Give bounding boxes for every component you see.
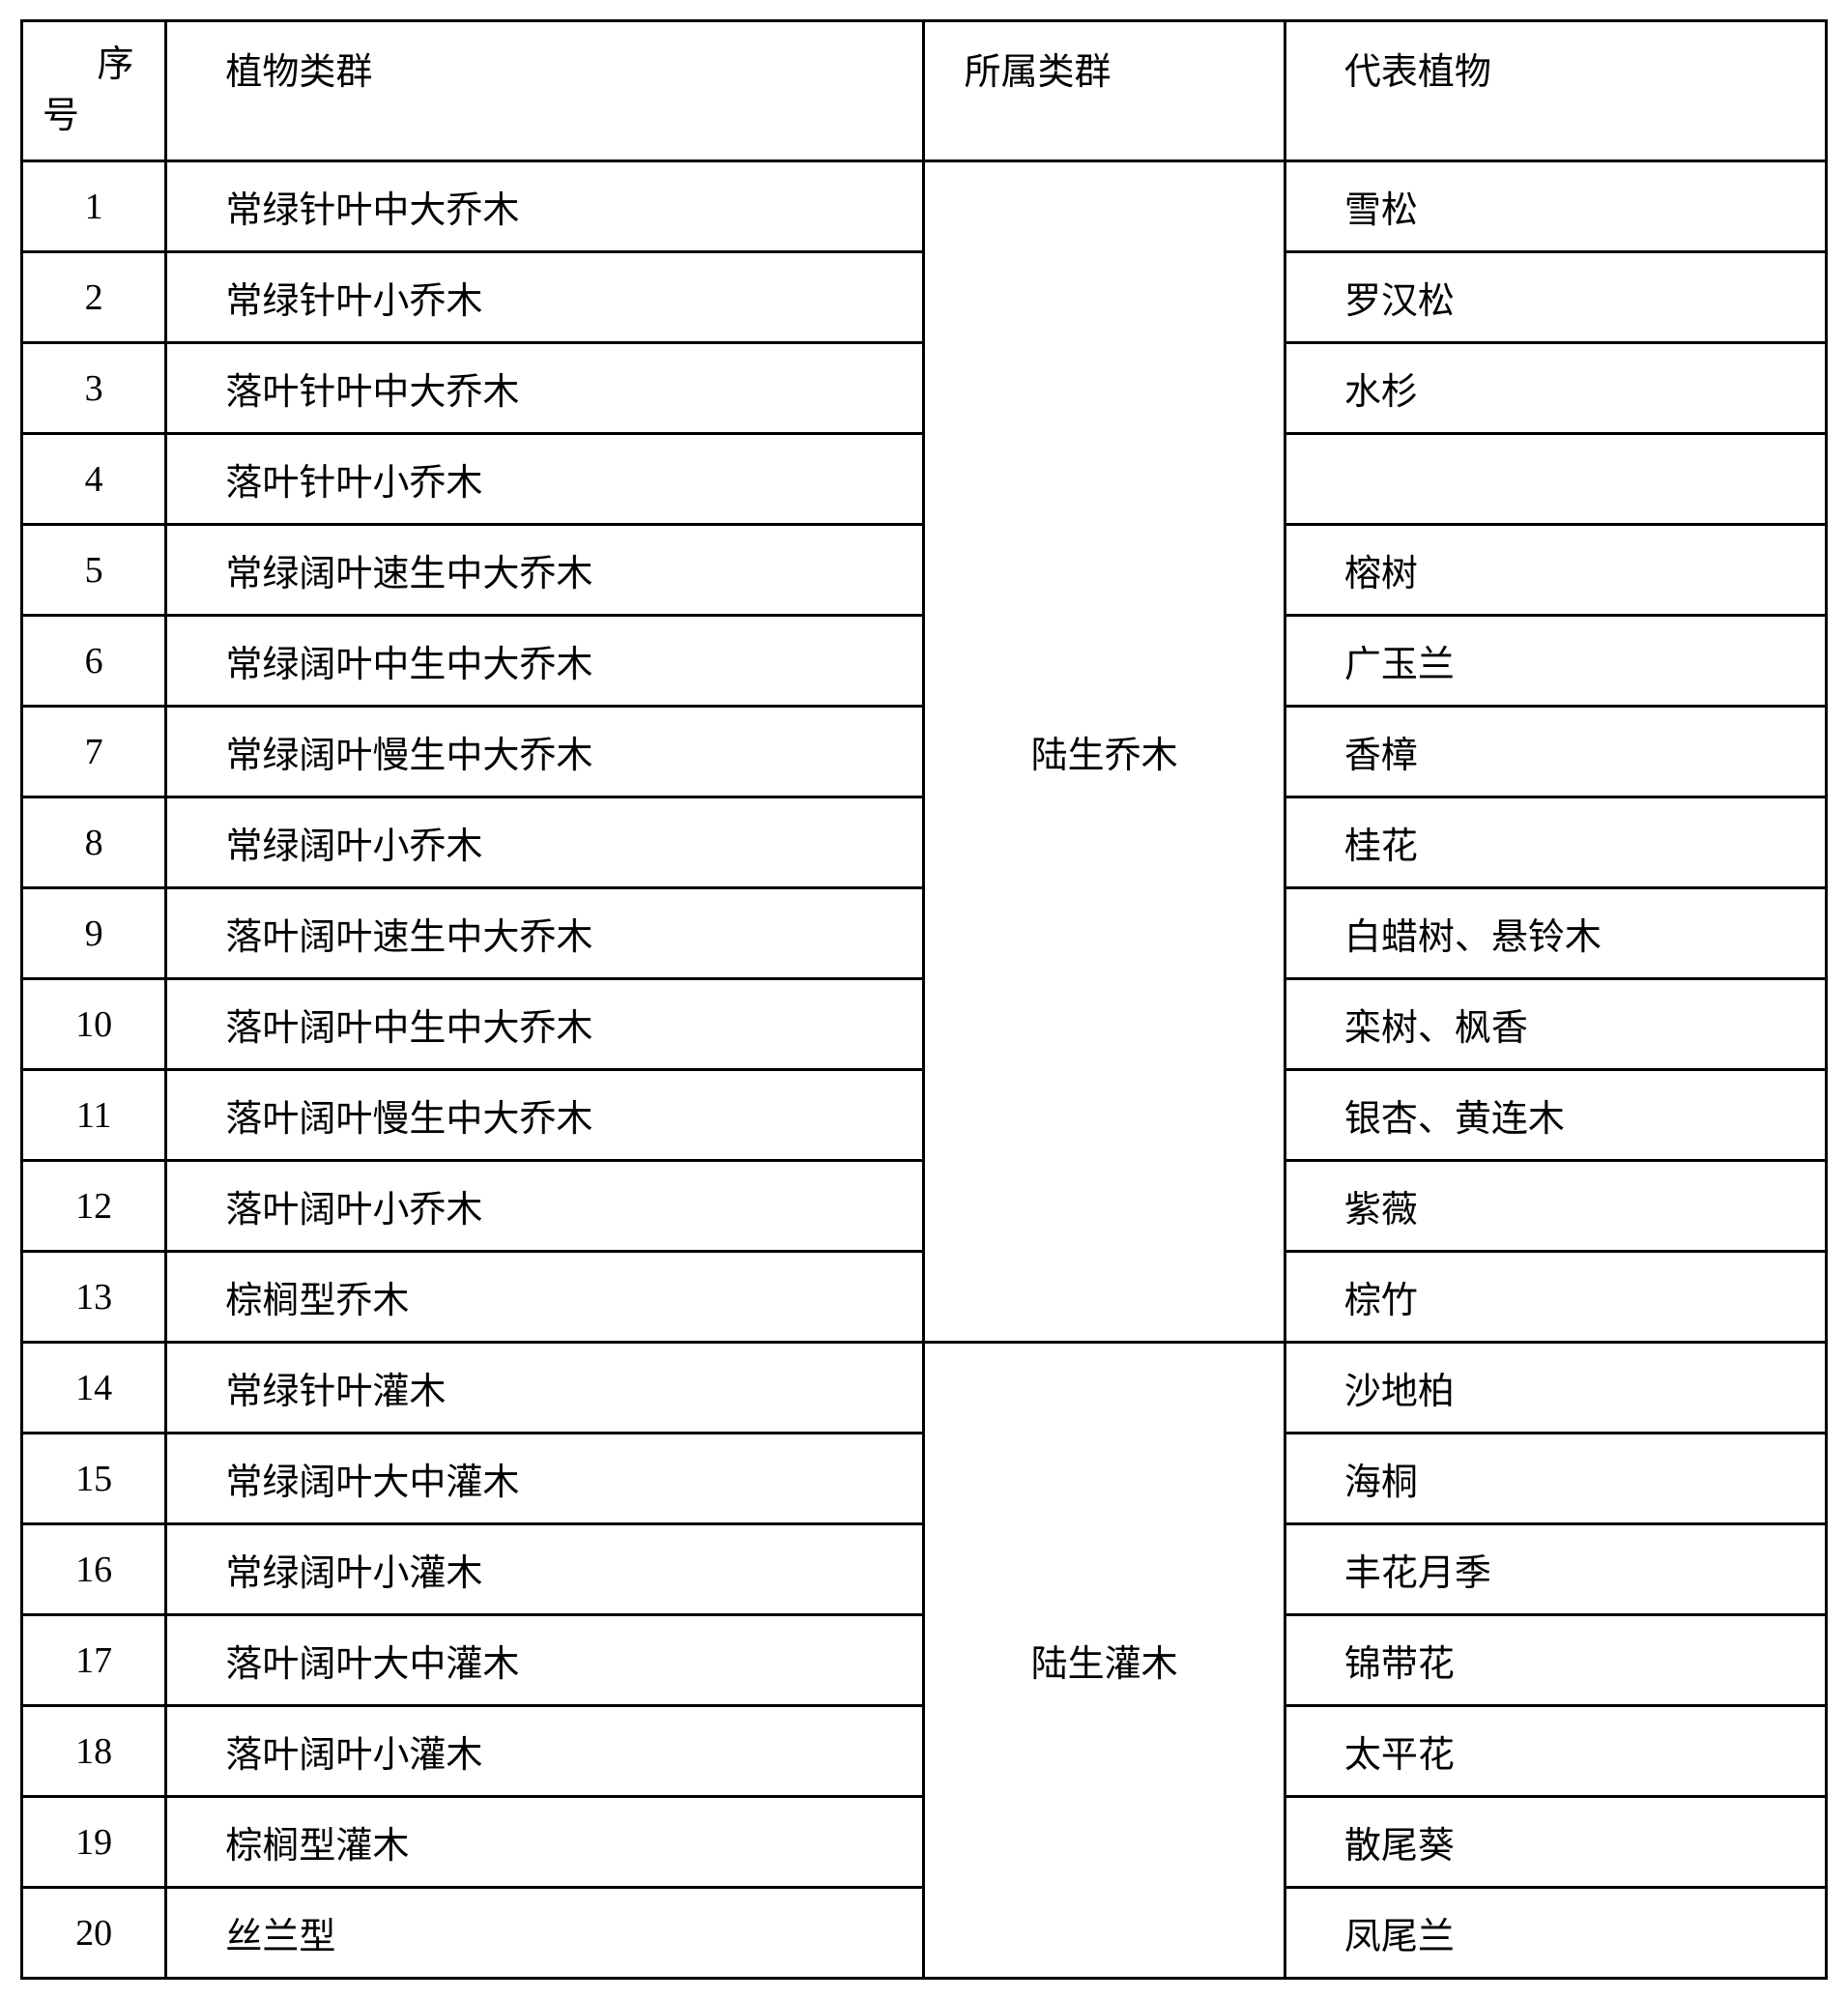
- cell-rep-plant: 银杏、黄连木: [1285, 1070, 1826, 1161]
- table-header-row: 序 号 植物类群 所属类群 代表植物: [22, 21, 1827, 161]
- cell-rep-plant: [1285, 434, 1826, 525]
- table-body: 1 常绿针叶中大乔木 陆生乔木 雪松 2 常绿针叶小乔木 罗汉松 3 落叶针叶中…: [22, 161, 1827, 1979]
- header-seq-line2: 号: [43, 91, 153, 142]
- cell-plant-group: 落叶阔叶慢生中大乔木: [166, 1070, 924, 1161]
- cell-plant-group: 常绿阔叶中生中大乔木: [166, 616, 924, 707]
- cell-rep-plant: 凤尾兰: [1285, 1888, 1826, 1979]
- cell-rep-plant: 沙地柏: [1285, 1343, 1826, 1434]
- table-row: 1 常绿针叶中大乔木 陆生乔木 雪松: [22, 161, 1827, 252]
- cell-seq: 17: [22, 1615, 166, 1706]
- cell-plant-group: 常绿阔叶大中灌木: [166, 1434, 924, 1524]
- cell-rep-plant: 水杉: [1285, 343, 1826, 434]
- cell-seq: 5: [22, 525, 166, 616]
- cell-plant-group: 落叶阔叶中生中大乔木: [166, 979, 924, 1070]
- cell-seq: 19: [22, 1797, 166, 1888]
- cell-seq: 14: [22, 1343, 166, 1434]
- cell-rep-plant: 榕树: [1285, 525, 1826, 616]
- cell-plant-group: 丝兰型: [166, 1888, 924, 1979]
- cell-seq: 2: [22, 252, 166, 343]
- cell-plant-group: 落叶针叶小乔木: [166, 434, 924, 525]
- header-rep-plant: 代表植物: [1285, 21, 1826, 161]
- cell-seq: 8: [22, 797, 166, 888]
- cell-seq: 15: [22, 1434, 166, 1524]
- header-category: 所属类群: [924, 21, 1285, 161]
- cell-seq: 12: [22, 1161, 166, 1252]
- cell-plant-group: 常绿阔叶小乔木: [166, 797, 924, 888]
- cell-plant-group: 常绿针叶小乔木: [166, 252, 924, 343]
- cell-seq: 3: [22, 343, 166, 434]
- cell-plant-group: 常绿阔叶速生中大乔木: [166, 525, 924, 616]
- cell-rep-plant: 海桐: [1285, 1434, 1826, 1524]
- cell-plant-group: 落叶阔叶小灌木: [166, 1706, 924, 1797]
- header-seq: 序 号: [22, 21, 166, 161]
- header-seq-line1: 序: [43, 40, 153, 91]
- cell-rep-plant: 棕竹: [1285, 1252, 1826, 1343]
- cell-category-shrub: 陆生灌木: [924, 1343, 1285, 1979]
- cell-seq: 4: [22, 434, 166, 525]
- cell-plant-group: 落叶阔叶速生中大乔木: [166, 888, 924, 979]
- cell-rep-plant: 太平花: [1285, 1706, 1826, 1797]
- cell-rep-plant: 丰花月季: [1285, 1524, 1826, 1615]
- cell-seq: 7: [22, 707, 166, 797]
- cell-plant-group: 落叶阔叶小乔木: [166, 1161, 924, 1252]
- cell-category-tree: 陆生乔木: [924, 161, 1285, 1343]
- cell-rep-plant: 香樟: [1285, 707, 1826, 797]
- cell-plant-group: 落叶阔叶大中灌木: [166, 1615, 924, 1706]
- cell-seq: 18: [22, 1706, 166, 1797]
- cell-seq: 6: [22, 616, 166, 707]
- cell-rep-plant: 锦带花: [1285, 1615, 1826, 1706]
- cell-rep-plant: 散尾葵: [1285, 1797, 1826, 1888]
- cell-rep-plant: 白蜡树、悬铃木: [1285, 888, 1826, 979]
- cell-seq: 11: [22, 1070, 166, 1161]
- cell-plant-group: 常绿针叶灌木: [166, 1343, 924, 1434]
- cell-plant-group: 常绿阔叶慢生中大乔木: [166, 707, 924, 797]
- cell-seq: 1: [22, 161, 166, 252]
- cell-rep-plant: 雪松: [1285, 161, 1826, 252]
- cell-seq: 20: [22, 1888, 166, 1979]
- cell-rep-plant: 桂花: [1285, 797, 1826, 888]
- header-plant-group: 植物类群: [166, 21, 924, 161]
- cell-plant-group: 棕榈型灌木: [166, 1797, 924, 1888]
- plant-classification-table: 序 号 植物类群 所属类群 代表植物 1 常绿针叶中大乔木 陆生乔木 雪松 2 …: [20, 19, 1828, 1980]
- cell-seq: 10: [22, 979, 166, 1070]
- cell-plant-group: 常绿阔叶小灌木: [166, 1524, 924, 1615]
- cell-plant-group: 棕榈型乔木: [166, 1252, 924, 1343]
- cell-rep-plant: 栾树、枫香: [1285, 979, 1826, 1070]
- cell-rep-plant: 紫薇: [1285, 1161, 1826, 1252]
- cell-rep-plant: 罗汉松: [1285, 252, 1826, 343]
- cell-plant-group: 常绿针叶中大乔木: [166, 161, 924, 252]
- cell-seq: 9: [22, 888, 166, 979]
- table-row: 14 常绿针叶灌木 陆生灌木 沙地柏: [22, 1343, 1827, 1434]
- cell-rep-plant: 广玉兰: [1285, 616, 1826, 707]
- cell-plant-group: 落叶针叶中大乔木: [166, 343, 924, 434]
- cell-seq: 13: [22, 1252, 166, 1343]
- cell-seq: 16: [22, 1524, 166, 1615]
